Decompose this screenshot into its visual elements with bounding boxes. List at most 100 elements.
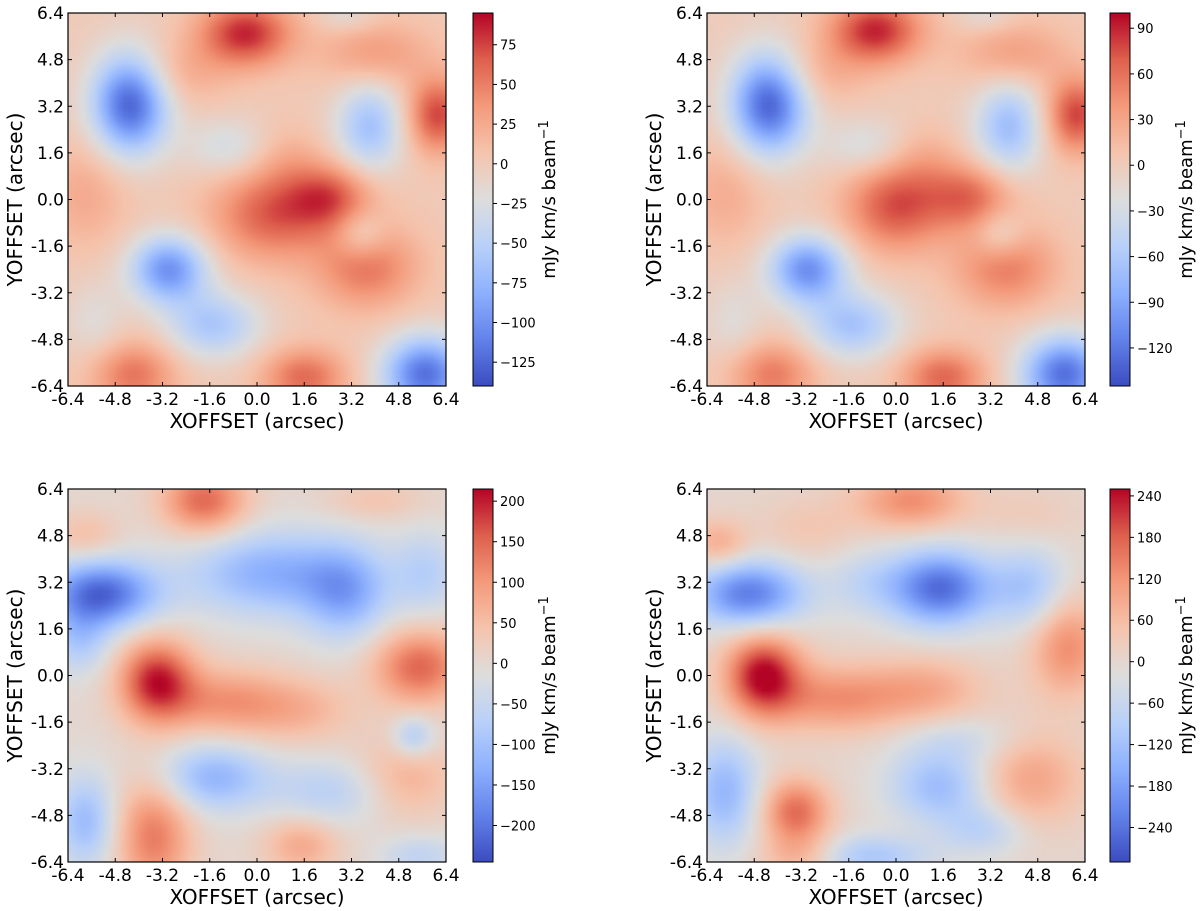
y-tick-label: -1.6 [670,237,703,257]
y-tick-label: -3.2 [670,284,703,304]
y-tick-label: -4.8 [670,330,703,350]
colorbar-tick-label: 120 [1137,573,1162,588]
colorbar-label: mJy km/s beam−1 [1174,596,1197,755]
x-tick-label: 0.0 [882,390,909,410]
y-tick-label: 0.0 [37,667,64,687]
colorbar-tick-label: −150 [500,779,536,794]
colorbar-label: mJy km/s beam−1 [537,120,560,279]
colorbar-tick-label: −200 [500,820,536,835]
y-tick-label: -6.4 [31,377,64,397]
x-tick-label: 6.4 [1071,866,1098,886]
x-axis-label: XOFFSET (arcsec) [169,409,344,433]
colorbar-tick-label: −60 [1137,697,1164,712]
y-tick-label: -1.6 [31,713,64,733]
colorbar-tick-label: −240 [1137,821,1173,836]
colorbar-tick-label: 50 [500,78,517,93]
y-tick-label: 1.6 [37,620,64,640]
x-tick-label: -3.2 [146,390,179,410]
colorbar-tick-label: −30 [1137,205,1164,220]
panel-1: -6.4 -4.8 -3.2 -1.6 0.0 1.6 3.2 4.8 6.4-6.4-4.8-… [3,4,560,433]
y-tick-label: 4.8 [676,527,703,547]
y-tick-label: -1.6 [31,237,64,257]
x-tick-label: 1.6 [930,390,957,410]
colorbar-tick-label: 0 [500,158,508,173]
x-tick-label: -6.4 [690,390,723,410]
colorbar-tick-label: 75 [500,39,517,54]
y-tick-label: -3.2 [670,760,703,780]
x-tick-label: -1.6 [832,866,865,886]
colorbar [1109,488,1131,863]
colorbar-tick-label: 60 [1137,614,1154,629]
x-tick-label: 4.8 [385,390,412,410]
y-axis-label: YOFFSET (arcsec) [642,589,666,764]
colorbar [472,12,494,387]
y-tick-label: 0.0 [676,667,703,687]
x-tick-label: 3.2 [977,390,1004,410]
colorbar-tick-label: −60 [1137,251,1164,266]
y-tick-label: 6.4 [676,480,703,500]
x-tick-label: -3.2 [785,390,818,410]
y-tick-label: 3.2 [37,573,64,593]
colorbar-tick-label: 30 [1137,114,1154,129]
colorbar-tick-label: −120 [1137,739,1173,754]
x-tick-label: 0.0 [243,866,270,886]
colorbar-tick-label: −125 [500,356,536,371]
x-tick-label: 6.4 [432,390,459,410]
colorbar-tick-label: −180 [1137,780,1173,795]
x-tick-label: 3.2 [338,390,365,410]
colorbar-tick-label: 100 [500,576,525,591]
colorbar-tick-label: 0 [1137,656,1145,671]
y-tick-label: -3.2 [31,284,64,304]
x-tick-label: -6.4 [690,866,723,886]
y-tick-label: -6.4 [670,377,703,397]
x-tick-label: 4.8 [385,866,412,886]
y-axis-label: YOFFSET (arcsec) [3,589,27,764]
x-tick-label: -4.8 [738,866,771,886]
y-tick-label: -1.6 [670,713,703,733]
y-tick-label: 0.0 [37,191,64,211]
colorbar [1109,12,1131,387]
panel-4: -6.4 -4.8 -3.2 -1.6 0.0 1.6 3.2 4.8 6.4 -6.4 -4.8 -… [642,480,1197,909]
x-tick-label: 0.0 [882,866,909,886]
colorbar-tick-label: 60 [1137,68,1154,83]
y-axis-label: YOFFSET (arcsec) [3,113,27,288]
y-tick-label: 4.8 [676,51,703,71]
x-axis-label: XOFFSET (arcsec) [808,885,983,909]
colorbar-tick-label: 50 [500,617,517,632]
colorbar-tick-label: 240 [1137,490,1162,505]
colorbar-tick-label: 0 [500,657,508,672]
y-tick-label: -6.4 [31,853,64,873]
x-tick-label: -1.6 [832,390,865,410]
y-tick-label: 6.4 [676,4,703,24]
colorbar-tick-label: −25 [500,197,527,212]
y-tick-label: 1.6 [676,620,703,640]
x-tick-label: -6.4 [51,866,84,886]
y-tick-label: -3.2 [31,760,64,780]
x-tick-label: -1.6 [193,390,226,410]
x-tick-label: 4.8 [1024,866,1051,886]
x-tick-label: -4.8 [738,390,771,410]
heatmap-image [68,13,446,386]
colorbar-tick-label: 0 [1137,159,1145,174]
panel-3: -6.4 -4.8 -3.2 -1.6 0.0 1.6 3.2 4.8 6.4-6.4-4.8-… [3,480,560,909]
y-axis-label: YOFFSET (arcsec) [642,113,666,288]
x-axis-label: XOFFSET (arcsec) [169,885,344,909]
colorbar-label: mJy km/s beam−1 [1174,120,1197,279]
x-tick-label: 6.4 [1071,390,1098,410]
y-tick-label: 4.8 [37,527,64,547]
colorbar-tick-label: 90 [1137,22,1154,37]
x-tick-label: -1.6 [193,866,226,886]
x-tick-label: 1.6 [930,866,957,886]
x-tick-label: 3.2 [338,866,365,886]
y-tick-label: 1.6 [676,144,703,164]
y-tick-label: 0.0 [676,191,703,211]
colorbar-tick-label: −100 [500,738,536,753]
heatmap-image [707,489,1085,862]
y-tick-label: -4.8 [670,806,703,826]
y-tick-label: 3.2 [676,573,703,593]
x-tick-label: 3.2 [977,866,1004,886]
y-tick-label: -4.8 [31,806,64,826]
x-tick-label: 1.6 [291,390,318,410]
x-tick-label: 6.4 [432,866,459,886]
y-tick-label: -6.4 [670,853,703,873]
